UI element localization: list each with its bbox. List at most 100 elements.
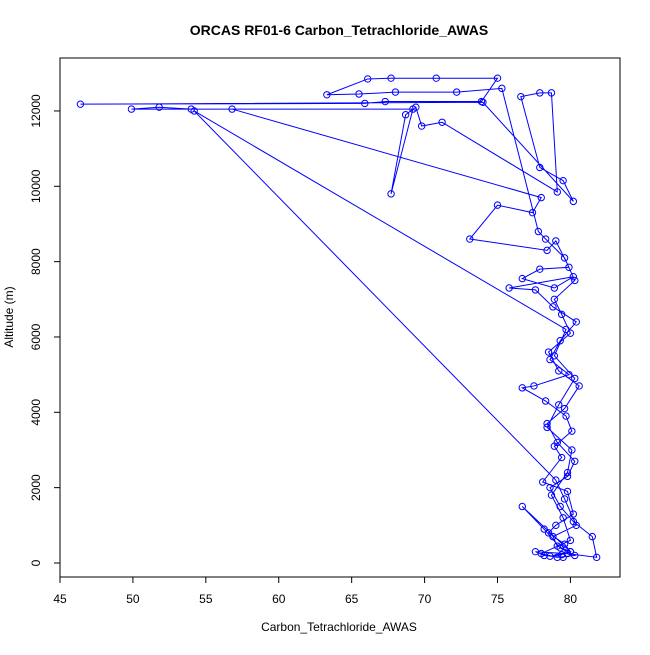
data-point	[387, 74, 395, 82]
data-point	[572, 521, 580, 530]
data-point	[560, 495, 569, 503]
data-point	[544, 529, 553, 537]
data-point	[127, 105, 136, 113]
data-point	[409, 105, 417, 113]
y-tick-label: 0	[29, 559, 43, 566]
y-tick-label: 10000	[29, 169, 43, 203]
data-point	[569, 197, 578, 206]
y-axis-label: Altitude (m)	[2, 286, 16, 347]
data-point	[565, 370, 573, 379]
data-point	[560, 540, 569, 548]
y-tick-label: 4000	[29, 399, 43, 426]
data-point	[364, 75, 372, 83]
x-tick-label: 45	[53, 592, 67, 606]
data-point	[391, 88, 400, 96]
data-point	[528, 208, 537, 217]
data-point	[572, 318, 580, 326]
data-point	[452, 88, 461, 96]
data-point	[543, 423, 551, 432]
data-point	[536, 89, 544, 97]
data-point	[417, 122, 426, 130]
data-point	[518, 502, 526, 511]
data-point	[361, 99, 369, 108]
data-point	[571, 374, 579, 383]
data-point	[536, 163, 544, 172]
data-point	[569, 510, 578, 518]
data-point	[155, 103, 163, 111]
data-point	[355, 90, 363, 98]
data-point	[552, 521, 560, 530]
data-point	[546, 483, 554, 492]
data-point	[588, 532, 596, 541]
data-point	[553, 542, 561, 550]
data-point	[531, 286, 540, 294]
data-point	[552, 476, 560, 484]
x-tick-label: 75	[491, 592, 505, 606]
data-point	[569, 273, 578, 281]
data-point	[571, 551, 579, 560]
x-tick-label: 50	[126, 592, 140, 606]
data-point	[565, 263, 573, 271]
plot-box	[59, 57, 621, 578]
data-point	[493, 74, 502, 82]
data-point	[493, 201, 502, 209]
data-point	[556, 502, 564, 511]
data-point	[539, 478, 547, 486]
data-point	[534, 227, 543, 236]
data-point	[557, 551, 566, 559]
data-point	[575, 382, 583, 390]
data-point	[549, 532, 557, 541]
y-tick-label: 6000	[29, 323, 43, 350]
data-point	[566, 547, 575, 556]
data-point	[550, 442, 559, 450]
x-axis-label: Carbon_Tetrachloride_AWAS	[261, 620, 417, 634]
data-point	[546, 552, 554, 560]
data-point	[550, 352, 559, 360]
data-point	[553, 188, 561, 196]
data-point	[546, 355, 554, 364]
data-point	[466, 235, 474, 243]
data-point	[543, 246, 551, 255]
data-point	[559, 176, 567, 185]
data-point	[518, 384, 526, 392]
data-point	[563, 468, 572, 477]
data-point	[562, 412, 570, 420]
data-point	[544, 348, 553, 356]
data-point	[563, 472, 572, 481]
x-tick-label: 55	[199, 592, 213, 606]
data-point	[518, 274, 526, 283]
data-point	[566, 329, 575, 337]
data-point	[432, 74, 440, 82]
data-point	[543, 419, 551, 428]
data-point	[190, 107, 198, 115]
data-point	[540, 525, 548, 533]
data-point	[517, 92, 525, 101]
data-point	[547, 491, 556, 499]
data-point	[560, 404, 569, 413]
data-point	[563, 487, 572, 496]
data-point	[438, 118, 446, 126]
data-point	[557, 310, 566, 319]
data-point	[537, 549, 545, 558]
data-point	[536, 265, 544, 273]
x-tick-label: 60	[272, 592, 286, 606]
data-point	[541, 235, 550, 243]
data-point	[541, 397, 550, 405]
data-point	[479, 98, 487, 106]
chart-title: ORCAS RF01-6 Carbon_Tetrachloride_AWAS	[190, 22, 488, 38]
data-point	[550, 295, 559, 304]
x-tick-label: 70	[418, 592, 432, 606]
data-point	[401, 111, 410, 119]
data-point	[498, 84, 506, 93]
data-point	[381, 97, 389, 106]
data-point	[505, 284, 513, 292]
data-point	[562, 325, 570, 334]
data-point	[559, 514, 567, 522]
data-point	[571, 457, 579, 465]
data-point	[549, 303, 557, 311]
data-point	[552, 237, 560, 245]
x-tick-label: 80	[564, 592, 578, 606]
data-point	[566, 536, 575, 545]
